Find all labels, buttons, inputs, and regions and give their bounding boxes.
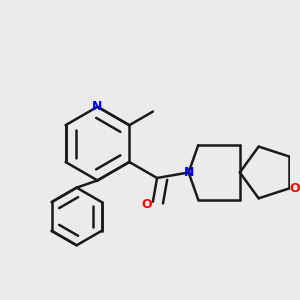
Text: N: N: [183, 166, 194, 179]
Text: N: N: [92, 100, 103, 113]
Text: O: O: [289, 182, 299, 195]
Text: O: O: [142, 198, 152, 211]
